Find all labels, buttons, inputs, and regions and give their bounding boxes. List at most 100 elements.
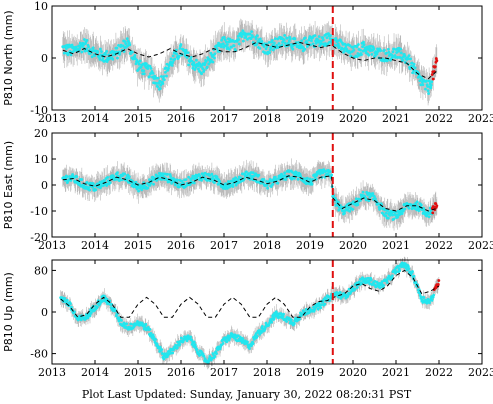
- data-point: [240, 35, 244, 39]
- data-point: [201, 352, 205, 356]
- data-point: [77, 44, 81, 48]
- x-tick-label: 2018: [253, 366, 281, 379]
- data-point: [215, 47, 219, 51]
- x-tick-label: 2021: [382, 366, 410, 379]
- data-point: [173, 183, 177, 187]
- data-point: [245, 170, 248, 174]
- data-point: [248, 347, 251, 350]
- data-point: [273, 37, 277, 41]
- data-point: [321, 36, 325, 40]
- data-point: [213, 354, 217, 358]
- data-point: [401, 209, 405, 213]
- data-point: [104, 52, 107, 56]
- data-point: [428, 301, 431, 305]
- data-point: [246, 343, 250, 347]
- data-point: [158, 345, 162, 349]
- x-tick-label: 2016: [167, 239, 195, 252]
- data-point: [69, 302, 72, 306]
- data-point: [178, 46, 182, 50]
- data-point: [272, 316, 276, 320]
- data-point: [395, 270, 398, 274]
- y-axis-label: P810 East (mm): [2, 141, 15, 229]
- data-point: [249, 171, 253, 174]
- data-point: [427, 215, 431, 219]
- data-point: [158, 79, 162, 83]
- data-point: [386, 209, 390, 212]
- data-point: [377, 202, 380, 206]
- data-point: [73, 310, 76, 314]
- data-point: [250, 344, 253, 347]
- x-tick-label: 2019: [296, 366, 324, 379]
- data-point: [198, 62, 202, 66]
- data-point: [87, 45, 90, 49]
- data-point: [310, 182, 314, 186]
- data-point: [189, 55, 193, 59]
- data-point: [79, 318, 83, 322]
- data-point: [69, 53, 73, 57]
- data-point: [100, 50, 103, 53]
- data-point: [230, 179, 234, 183]
- data-point: [309, 43, 312, 47]
- data-point: [192, 340, 196, 344]
- data-point: [394, 56, 397, 59]
- data-point: [167, 66, 170, 70]
- data-point: [90, 55, 94, 59]
- data-point: [94, 188, 98, 192]
- data-point: [228, 37, 232, 41]
- data-point: [273, 175, 277, 179]
- data-point: [310, 39, 313, 43]
- data-point: [305, 176, 309, 180]
- data-point: [407, 206, 411, 210]
- data-point: [88, 314, 92, 318]
- data-point: [347, 287, 351, 291]
- data-point: [431, 77, 435, 81]
- x-tick-label: 2015: [124, 366, 152, 379]
- data-point: [188, 183, 192, 186]
- data-point: [200, 178, 203, 182]
- data-point: [186, 51, 190, 55]
- data-point: [197, 67, 200, 71]
- data-point: [105, 297, 109, 301]
- x-tick-label: 2023: [468, 239, 493, 252]
- data-point: [129, 322, 133, 326]
- data-point: [410, 61, 414, 65]
- data-point: [392, 217, 396, 221]
- data-point: [244, 35, 248, 39]
- data-point: [200, 72, 203, 76]
- data-point: [211, 353, 215, 356]
- data-point: [171, 61, 175, 64]
- data-point: [173, 57, 177, 61]
- x-tick-label: 2021: [382, 112, 410, 125]
- data-point: [271, 48, 275, 52]
- data-point: [408, 67, 412, 71]
- data-point: [412, 62, 416, 66]
- data-point: [398, 269, 402, 273]
- y-tick-label: -20: [30, 231, 48, 244]
- data-point: [353, 287, 357, 291]
- data-point: [426, 85, 429, 88]
- data-point: [159, 83, 163, 87]
- data-point: [196, 64, 200, 68]
- data-point: [343, 49, 346, 53]
- data-point: [166, 172, 169, 176]
- data-point: [74, 45, 78, 49]
- data-point: [292, 322, 296, 326]
- data-point: [272, 41, 276, 45]
- data-point: [355, 45, 359, 49]
- data-point: [85, 39, 89, 42]
- data-point: [216, 182, 220, 186]
- data-point: [373, 195, 376, 198]
- panel-2: 2013 2014 2015 2016 2017 2018 2019 2020 2021 2022…: [2, 127, 493, 252]
- data-point: [86, 49, 89, 53]
- data-point: [394, 210, 397, 214]
- data-point: [175, 52, 179, 56]
- data-point: [313, 34, 317, 37]
- data-point: [407, 57, 410, 61]
- data-point: [245, 340, 249, 344]
- data-point: [95, 305, 99, 309]
- data-point: [193, 343, 197, 347]
- data-point: [421, 83, 425, 87]
- plot-updated-footer: Plot Last Updated: Sunday, January 30, 2…: [81, 388, 412, 401]
- data-point: [148, 183, 152, 187]
- data-point: [75, 175, 79, 179]
